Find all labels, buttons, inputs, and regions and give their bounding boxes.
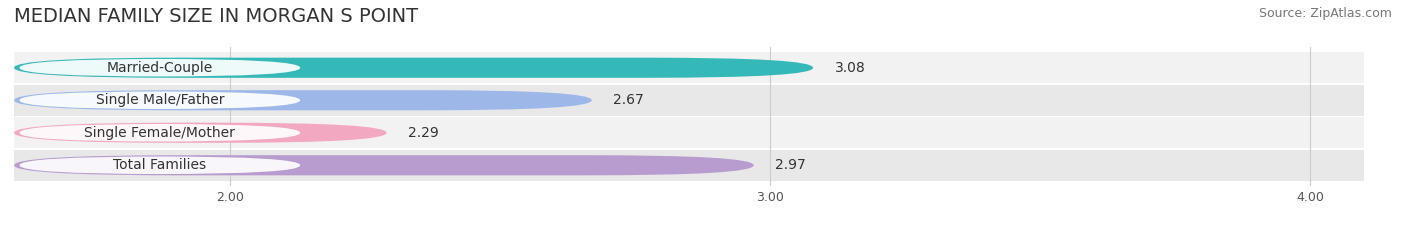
Text: Single Male/Father: Single Male/Father (96, 93, 224, 107)
Bar (14, 85, 1364, 116)
FancyBboxPatch shape (20, 59, 301, 76)
Text: Total Families: Total Families (114, 158, 207, 172)
FancyBboxPatch shape (14, 90, 592, 110)
FancyBboxPatch shape (14, 123, 387, 143)
Text: 3.08: 3.08 (835, 61, 866, 75)
FancyBboxPatch shape (14, 58, 813, 78)
FancyBboxPatch shape (20, 92, 301, 109)
Text: 2.29: 2.29 (408, 126, 439, 140)
FancyBboxPatch shape (14, 155, 754, 175)
Text: 2.67: 2.67 (613, 93, 644, 107)
FancyBboxPatch shape (20, 124, 301, 141)
Text: Single Female/Mother: Single Female/Mother (84, 126, 235, 140)
FancyBboxPatch shape (20, 157, 301, 174)
Bar (14, 150, 1364, 181)
Bar (14, 117, 1364, 148)
Bar (14, 52, 1364, 83)
Text: MEDIAN FAMILY SIZE IN MORGAN S POINT: MEDIAN FAMILY SIZE IN MORGAN S POINT (14, 7, 418, 26)
Text: 2.97: 2.97 (775, 158, 806, 172)
Text: Married-Couple: Married-Couple (107, 61, 212, 75)
Text: Source: ZipAtlas.com: Source: ZipAtlas.com (1258, 7, 1392, 20)
